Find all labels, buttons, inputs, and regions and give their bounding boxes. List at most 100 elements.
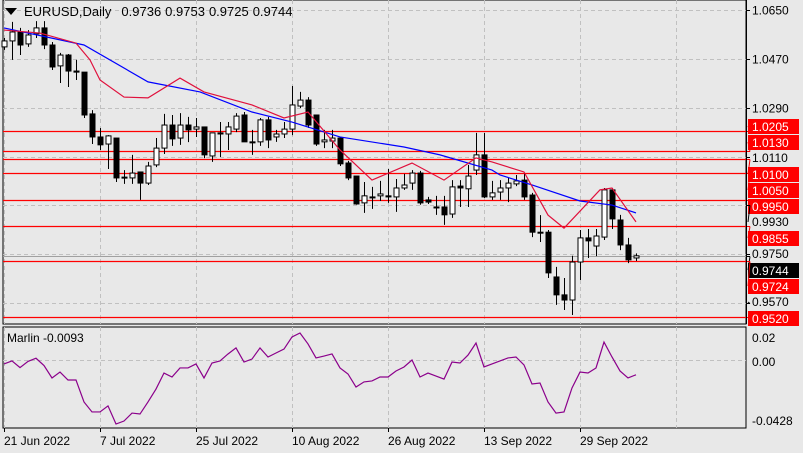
- level-price-label: 0.9724: [752, 280, 789, 294]
- candle-bear: [265, 119, 272, 141]
- symbol-label: EURUSD,Daily: [24, 4, 112, 19]
- label-leader: [747, 205, 751, 223]
- candle-bull: [513, 180, 520, 185]
- price-axis-label: 1.0110: [752, 151, 788, 165]
- price-axis-label: 1.0290: [752, 102, 789, 116]
- candle-bear: [537, 231, 544, 234]
- candle-bull: [297, 99, 304, 107]
- price-axis-label: 1.0470: [752, 53, 789, 67]
- date-label: 13 Sep 2022: [484, 434, 552, 448]
- date-label: 7 Jul 2022: [100, 434, 156, 448]
- candle-bull: [593, 235, 600, 247]
- price-axis-label: 0.9930: [752, 215, 789, 229]
- marlin-line: [3, 332, 637, 425]
- price-axis-label: 0.9570: [752, 295, 789, 309]
- candle-bear: [17, 31, 24, 46]
- candle-bull: [473, 154, 480, 171]
- level-price-tag: [748, 183, 799, 198]
- level-price-label: 1.0100: [752, 168, 789, 182]
- date-label: 21 Jun 2022: [4, 434, 70, 448]
- candle-bear: [201, 126, 208, 156]
- indicator-axis-label: 0.00: [752, 355, 776, 369]
- candle-bull: [153, 147, 160, 166]
- ohlc-low: 0.9725: [208, 4, 249, 19]
- candle-bear: [625, 244, 632, 261]
- candle-bull: [505, 182, 512, 189]
- date-label: 10 Aug 2022: [292, 434, 360, 448]
- candle-bull: [393, 187, 400, 198]
- candle-bear: [385, 195, 392, 198]
- dropdown-triangle-icon[interactable]: [5, 8, 17, 15]
- chart-header: EURUSD,Daily 0.9736 0.9753 0.9725 0.9744: [5, 4, 292, 19]
- level-price-label: 0.9855: [752, 232, 789, 246]
- candle-bear: [553, 276, 560, 296]
- date-label: 26 Aug 2022: [388, 434, 456, 448]
- candle-bear: [441, 206, 448, 216]
- candle-bear: [137, 171, 144, 184]
- candle-bear: [353, 175, 360, 205]
- candle-bull: [225, 126, 232, 135]
- candle-bull: [369, 196, 376, 199]
- level-price-tag: [748, 311, 799, 326]
- candle-bear: [73, 70, 80, 73]
- candle-bull: [249, 141, 256, 144]
- candle-bull: [489, 192, 496, 198]
- candle-bull: [401, 184, 408, 189]
- candle-bear: [545, 231, 552, 274]
- ohlc-close: 0.9744: [252, 4, 293, 19]
- level-price-tag: [748, 135, 799, 150]
- candle-bear: [345, 162, 352, 179]
- candle-bear: [217, 132, 224, 135]
- candle-bull: [161, 124, 168, 149]
- candle-bear: [169, 124, 176, 140]
- candle-bear: [457, 185, 464, 189]
- candle-bull: [289, 104, 296, 130]
- indicator-panel: [2, 326, 747, 429]
- candle-bull: [497, 187, 504, 193]
- bid-price-tag: [748, 263, 799, 278]
- candle-bull: [57, 54, 64, 67]
- moving-average-fast: [3, 29, 637, 229]
- price-axis-label: 1.0650: [752, 4, 789, 18]
- level-price-label: 1.0205: [752, 120, 789, 134]
- level-price-label: 0.9520: [752, 312, 789, 326]
- date-label: 29 Sep 2022: [580, 434, 648, 448]
- indicator-axis-label: 0.02: [752, 331, 776, 345]
- candle-bear: [521, 179, 528, 198]
- candle-bull: [1, 40, 8, 48]
- level-price-tag: [748, 199, 799, 214]
- candle-bull: [321, 139, 328, 143]
- ohlc-high: 0.9753: [165, 4, 205, 19]
- candle-bear: [241, 114, 248, 143]
- candle-bull: [209, 132, 216, 157]
- candle-bull: [25, 34, 32, 45]
- candle-bear: [113, 137, 120, 179]
- candle-bull: [601, 189, 608, 238]
- candle-bull: [257, 119, 264, 143]
- candle-bull: [409, 172, 416, 184]
- level-price-label: 1.0130: [752, 136, 789, 150]
- level-price-tag: [748, 167, 799, 182]
- candle-bear: [81, 71, 88, 116]
- level-price-tag: [748, 279, 799, 294]
- candle-bull: [633, 255, 640, 259]
- bid-price-label: 0.9744: [752, 264, 789, 278]
- candle-bear: [617, 219, 624, 246]
- price-axis-label: 0.9750: [752, 247, 789, 261]
- level-price-label: 1.0050: [752, 184, 789, 198]
- date-label: 25 Jul 2022: [196, 434, 258, 448]
- candle-bull: [377, 193, 384, 197]
- candle-bull: [129, 172, 136, 179]
- candle-bear: [529, 194, 536, 233]
- level-price-tag: [748, 119, 799, 134]
- level-price-tag: [748, 231, 799, 246]
- candle-bull: [9, 31, 16, 42]
- candle-bull: [177, 124, 184, 139]
- candle-bull: [105, 135, 112, 145]
- main-panel: [2, 0, 747, 325]
- indicator-name: Marlin: [7, 331, 40, 345]
- candle-bull: [449, 186, 456, 215]
- candle-bear: [417, 172, 424, 204]
- candle-bear: [425, 199, 432, 203]
